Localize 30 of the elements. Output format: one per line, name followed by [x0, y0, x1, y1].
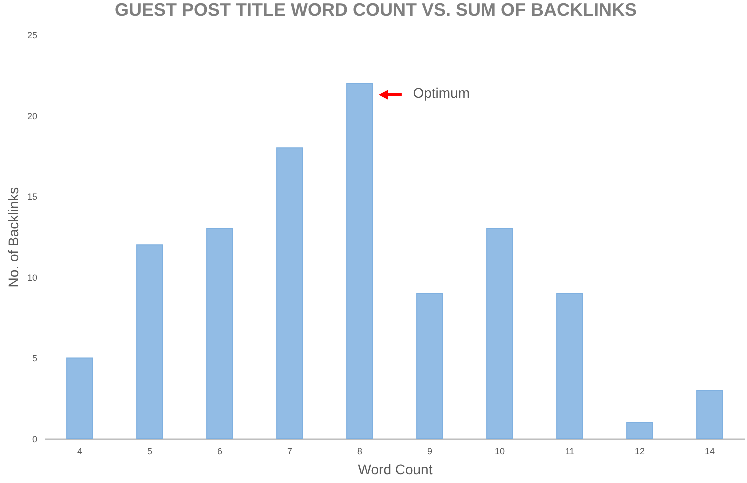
y-tick-label: 10 — [27, 272, 38, 283]
x-tick-label: 11 — [565, 446, 575, 456]
x-tick-label: 9 — [427, 446, 433, 456]
y-tick-label: 20 — [27, 111, 38, 122]
x-tick-label: 8 — [357, 446, 363, 456]
y-tick-label: 0 — [32, 434, 38, 444]
x-tick-label: 6 — [217, 446, 223, 456]
bar — [346, 82, 374, 440]
bar — [416, 293, 444, 440]
bar — [486, 228, 514, 440]
bar — [556, 293, 584, 440]
y-tick-label: 15 — [27, 192, 38, 202]
y-axis-title: No. of Backlinks — [5, 187, 22, 288]
x-tick-label: 4 — [77, 446, 83, 456]
annotation: Optimum — [413, 84, 470, 101]
y-tick-label: 25 — [27, 30, 38, 40]
x-tick-label: 12 — [634, 446, 646, 456]
x-tick-label: 14 — [704, 446, 716, 456]
x-axis-title: Word Count — [358, 462, 433, 478]
x-tick-label: 7 — [287, 446, 293, 456]
bar — [206, 228, 234, 440]
chart-title: GUEST POST TITLE WORD COUNT VS. SUM OF BACKLINKS — [114, 0, 637, 20]
x-tick-label: 10 — [494, 446, 506, 456]
bar — [136, 244, 164, 440]
x-tick-label: 5 — [147, 446, 153, 456]
bar — [696, 390, 724, 440]
bar — [66, 358, 94, 440]
bar — [276, 148, 304, 440]
y-tick-label: 5 — [32, 354, 38, 364]
bar — [626, 422, 654, 440]
